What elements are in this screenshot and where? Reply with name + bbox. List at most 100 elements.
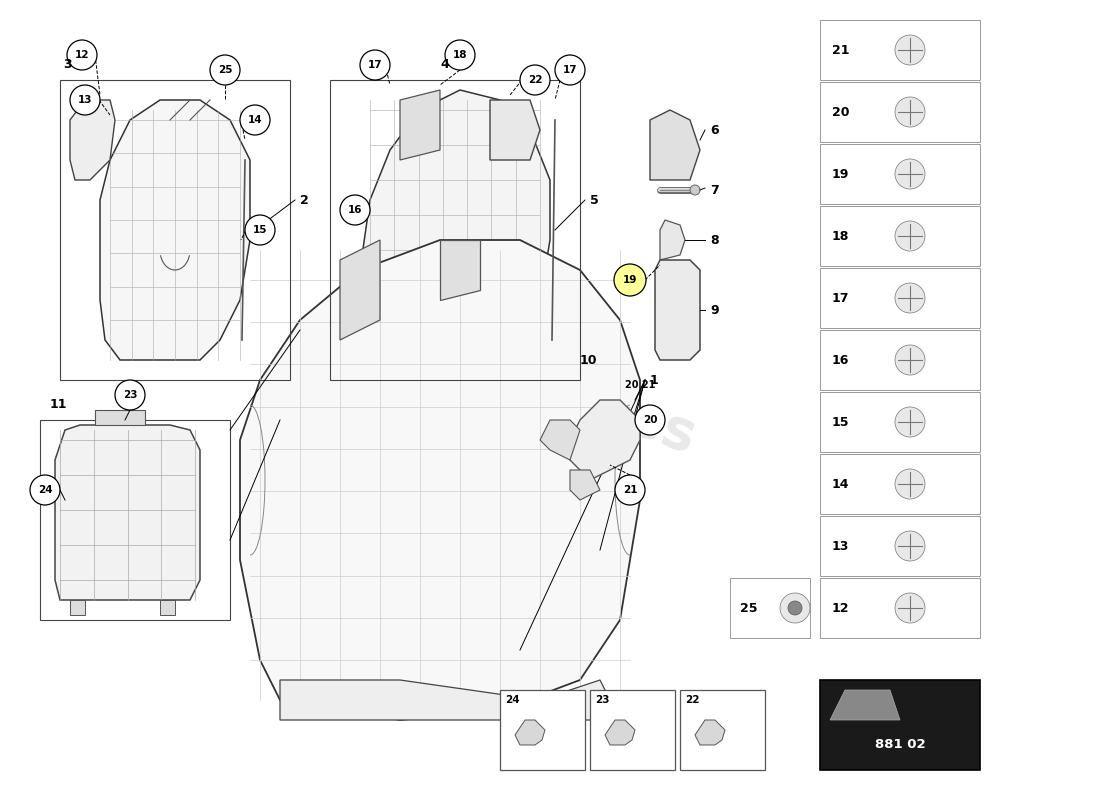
Polygon shape: [650, 110, 700, 180]
Bar: [820, 82, 980, 142]
Text: 14: 14: [248, 115, 262, 125]
Circle shape: [245, 215, 275, 245]
Circle shape: [116, 380, 145, 410]
Text: 3: 3: [63, 58, 72, 71]
Circle shape: [895, 35, 925, 65]
Bar: [820, 144, 980, 204]
Polygon shape: [515, 720, 544, 745]
Bar: [160, 600, 175, 615]
Text: 881 02: 881 02: [874, 738, 925, 751]
Bar: [60, 80, 290, 380]
Text: 20: 20: [642, 415, 658, 425]
Text: 12: 12: [75, 50, 89, 60]
Text: 7: 7: [710, 183, 718, 197]
Circle shape: [635, 405, 666, 435]
Bar: [95, 410, 145, 425]
Polygon shape: [695, 720, 725, 745]
Polygon shape: [240, 240, 640, 720]
Bar: [820, 578, 980, 638]
Circle shape: [895, 221, 925, 251]
Text: 12: 12: [832, 602, 849, 614]
Text: 25: 25: [218, 65, 232, 75]
Circle shape: [30, 475, 60, 505]
Bar: [820, 268, 980, 328]
Polygon shape: [570, 470, 600, 500]
Text: 19: 19: [832, 167, 849, 181]
Text: 13: 13: [78, 95, 92, 105]
Text: 22: 22: [685, 695, 700, 705]
Bar: [820, 392, 980, 452]
Text: 10: 10: [580, 354, 597, 366]
Polygon shape: [830, 690, 900, 720]
Circle shape: [520, 65, 550, 95]
Bar: [820, 680, 980, 770]
Text: 13: 13: [832, 539, 849, 553]
Text: a passion for parts since 1985: a passion for parts since 1985: [319, 474, 541, 566]
Text: 15: 15: [253, 225, 267, 235]
Text: 20 21: 20 21: [625, 380, 656, 390]
Circle shape: [895, 407, 925, 437]
Circle shape: [895, 159, 925, 189]
Polygon shape: [490, 100, 540, 160]
Text: 17: 17: [367, 60, 383, 70]
Bar: [500, 690, 585, 770]
Circle shape: [780, 593, 810, 623]
Text: 23: 23: [595, 695, 609, 705]
Circle shape: [895, 469, 925, 499]
Text: 18: 18: [453, 50, 468, 60]
Text: 19: 19: [623, 275, 637, 285]
Polygon shape: [440, 240, 480, 300]
Circle shape: [895, 97, 925, 127]
Bar: [730, 578, 810, 638]
Polygon shape: [605, 720, 635, 745]
Circle shape: [446, 40, 475, 70]
Polygon shape: [570, 400, 640, 480]
Text: 15: 15: [832, 415, 849, 429]
Text: 20: 20: [832, 106, 849, 118]
Text: 16: 16: [348, 205, 362, 215]
Text: 6: 6: [710, 123, 718, 137]
Polygon shape: [100, 100, 250, 360]
Text: 18: 18: [832, 230, 849, 242]
Text: 24: 24: [505, 695, 519, 705]
Circle shape: [67, 40, 97, 70]
Circle shape: [70, 85, 100, 115]
Text: 21: 21: [623, 485, 637, 495]
Bar: [820, 20, 980, 80]
Bar: [820, 330, 980, 390]
Text: 21: 21: [832, 43, 849, 57]
Bar: [590, 690, 675, 770]
Text: 2: 2: [300, 194, 309, 206]
Polygon shape: [55, 425, 200, 600]
Bar: [70, 600, 85, 615]
Text: 24: 24: [37, 485, 53, 495]
Bar: [40, 420, 230, 620]
Bar: [820, 516, 980, 576]
Circle shape: [895, 593, 925, 623]
Circle shape: [240, 105, 270, 135]
Circle shape: [895, 283, 925, 313]
Text: 17: 17: [563, 65, 578, 75]
Text: 5: 5: [590, 194, 598, 206]
Polygon shape: [280, 680, 620, 720]
Circle shape: [614, 264, 646, 296]
Polygon shape: [70, 100, 116, 180]
Circle shape: [210, 55, 240, 85]
Polygon shape: [654, 260, 700, 360]
Circle shape: [788, 601, 802, 615]
Text: 1: 1: [650, 374, 659, 386]
Bar: [820, 454, 980, 514]
Circle shape: [690, 185, 700, 195]
Circle shape: [895, 531, 925, 561]
Text: 14: 14: [832, 478, 849, 490]
Circle shape: [895, 345, 925, 375]
Polygon shape: [660, 220, 685, 260]
Text: eurospares: eurospares: [356, 294, 704, 466]
Text: 17: 17: [832, 291, 849, 305]
Circle shape: [615, 475, 645, 505]
Text: 22: 22: [528, 75, 542, 85]
Bar: [680, 690, 764, 770]
Polygon shape: [340, 240, 379, 340]
Text: 23: 23: [123, 390, 138, 400]
Circle shape: [340, 195, 370, 225]
